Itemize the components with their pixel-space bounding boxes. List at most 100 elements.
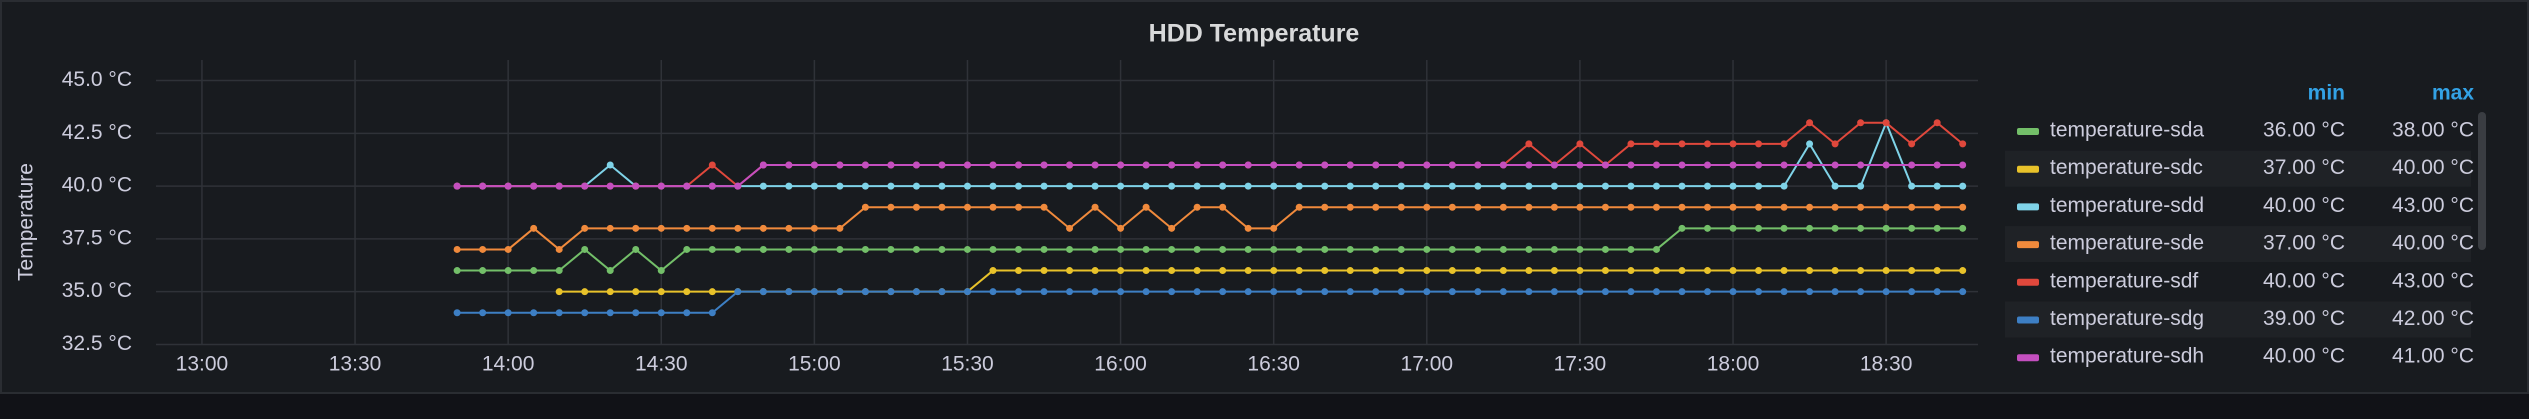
data-point <box>1780 140 1788 148</box>
legend-max: 40.00 °C <box>2392 156 2474 179</box>
data-point <box>1704 161 1712 169</box>
data-point <box>938 288 946 296</box>
data-point <box>606 288 614 296</box>
data-point <box>504 309 512 317</box>
data-point <box>1142 182 1150 190</box>
data-point <box>1550 267 1558 275</box>
data-point <box>861 288 869 296</box>
data-point <box>1678 161 1686 169</box>
data-point <box>1678 267 1686 275</box>
data-point <box>1474 182 1482 190</box>
data-point <box>581 182 589 190</box>
data-point <box>1780 288 1788 296</box>
legend-min: 39.00 °C <box>2263 307 2345 330</box>
data-point <box>887 203 895 211</box>
legend-scrollbar[interactable] <box>2478 112 2486 250</box>
data-point <box>1908 288 1916 296</box>
data-point <box>1372 161 1380 169</box>
data-point <box>1091 245 1099 253</box>
data-point <box>1193 203 1201 211</box>
data-point <box>1219 288 1227 296</box>
x-tick-label: 17:00 <box>1401 353 1454 376</box>
data-point <box>1882 161 1890 169</box>
legend-swatch <box>2017 165 2039 173</box>
data-point <box>1627 182 1635 190</box>
data-point <box>785 245 793 253</box>
data-point <box>1525 267 1533 275</box>
data-point <box>938 245 946 253</box>
legend-max: 38.00 °C <box>2392 119 2474 142</box>
legend-swatch <box>2017 128 2039 135</box>
data-point <box>453 245 461 253</box>
y-tick-label: 45.0 °C <box>62 68 132 91</box>
data-point <box>1448 161 1456 169</box>
data-point <box>734 288 742 296</box>
data-point <box>861 203 869 211</box>
data-point <box>734 224 742 232</box>
x-tick-label: 13:00 <box>176 353 229 376</box>
data-point <box>887 245 895 253</box>
legend-min: 40.00 °C <box>2263 345 2345 368</box>
data-point <box>1755 224 1763 232</box>
data-point <box>734 245 742 253</box>
data-point <box>1321 203 1329 211</box>
data-point <box>1933 161 1941 169</box>
legend-swatch <box>2017 354 2039 362</box>
data-point <box>1831 203 1839 211</box>
data-point <box>1295 267 1303 275</box>
data-point <box>530 224 538 232</box>
data-point <box>1576 245 1584 253</box>
data-point <box>785 224 793 232</box>
legend-name[interactable]: temperature-sdf <box>2050 269 2198 292</box>
data-point <box>1908 203 1916 211</box>
data-point <box>1729 267 1737 275</box>
legend-name[interactable]: temperature-sdh <box>2050 345 2204 368</box>
data-point <box>1066 224 1074 232</box>
data-point <box>1066 288 1074 296</box>
data-point <box>1729 224 1737 232</box>
data-point <box>1474 267 1482 275</box>
data-point <box>1959 267 1967 275</box>
data-point <box>810 288 818 296</box>
data-point <box>912 203 920 211</box>
data-point <box>1857 288 1865 296</box>
data-point <box>1244 182 1252 190</box>
data-point <box>912 245 920 253</box>
data-point <box>1168 182 1176 190</box>
data-point <box>938 203 946 211</box>
data-point <box>1499 161 1507 169</box>
data-point <box>1295 288 1303 296</box>
data-point <box>1091 267 1099 275</box>
legend-name[interactable]: temperature-sdd <box>2050 194 2204 217</box>
data-point <box>1015 203 1023 211</box>
legend-swatch <box>2017 241 2039 249</box>
data-point <box>1678 140 1686 148</box>
data-point <box>1882 203 1890 211</box>
data-point <box>1627 267 1635 275</box>
data-point <box>1142 288 1150 296</box>
legend-header: min <box>2308 82 2345 105</box>
data-point <box>1678 182 1686 190</box>
legend-name[interactable]: temperature-sdg <box>2050 307 2204 330</box>
data-point <box>759 224 767 232</box>
legend-swatch <box>2017 203 2039 211</box>
data-point <box>1244 224 1252 232</box>
data-point <box>1627 288 1635 296</box>
data-point <box>1908 140 1916 148</box>
legend-name[interactable]: temperature-sda <box>2050 119 2204 142</box>
data-point <box>1704 224 1712 232</box>
data-point <box>963 161 971 169</box>
data-point <box>1219 245 1227 253</box>
y-axis-label: Temperature <box>15 163 38 281</box>
data-point <box>1933 267 1941 275</box>
data-point <box>1372 182 1380 190</box>
data-point <box>1499 203 1507 211</box>
legend-name[interactable]: temperature-sde <box>2050 232 2204 255</box>
data-point <box>1959 161 1967 169</box>
data-point <box>708 245 716 253</box>
legend-name[interactable]: temperature-sdc <box>2050 156 2203 179</box>
data-point <box>1346 245 1354 253</box>
data-point <box>1397 161 1405 169</box>
data-point <box>632 309 640 317</box>
data-point <box>1652 161 1660 169</box>
